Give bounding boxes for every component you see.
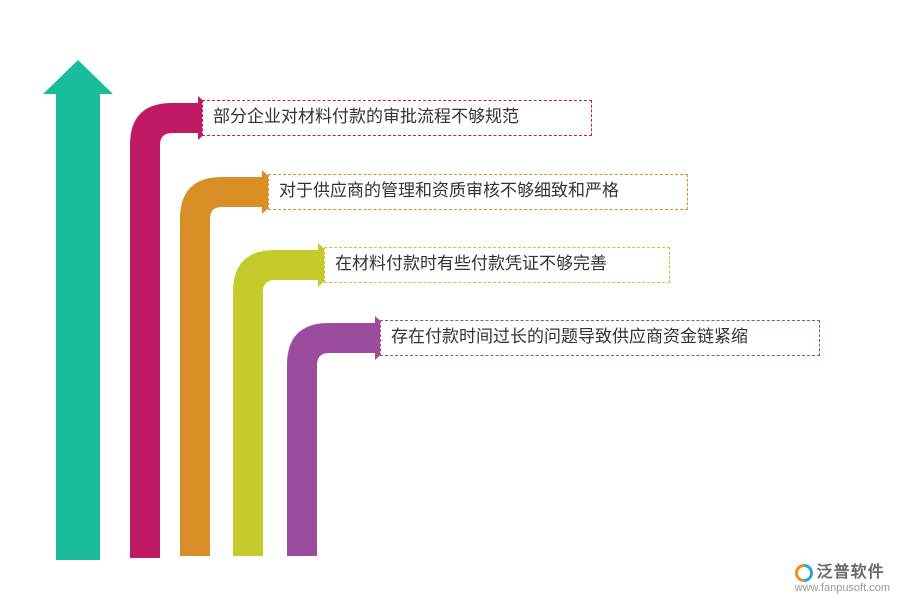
- watermark: 泛普软件 www.fanpusoft.com: [795, 564, 890, 594]
- label-box: 部分企业对材料付款的审批流程不够规范: [202, 100, 592, 136]
- watermark-brand: 泛普软件: [817, 564, 885, 582]
- label-box: 对于供应商的管理和资质审核不够细致和严格: [268, 174, 688, 210]
- logo-icon: [795, 564, 813, 582]
- label-box: 在材料付款时有些付款凭证不够完善: [324, 247, 670, 283]
- watermark-url: www.fanpusoft.com: [795, 582, 890, 594]
- diagram-stage: { "background_color": "#ffffff", "canvas…: [0, 0, 900, 600]
- label-box: 存在付款时间过长的问题导致供应商资金链紧缩: [380, 320, 820, 356]
- arrow-canvas: [0, 0, 900, 600]
